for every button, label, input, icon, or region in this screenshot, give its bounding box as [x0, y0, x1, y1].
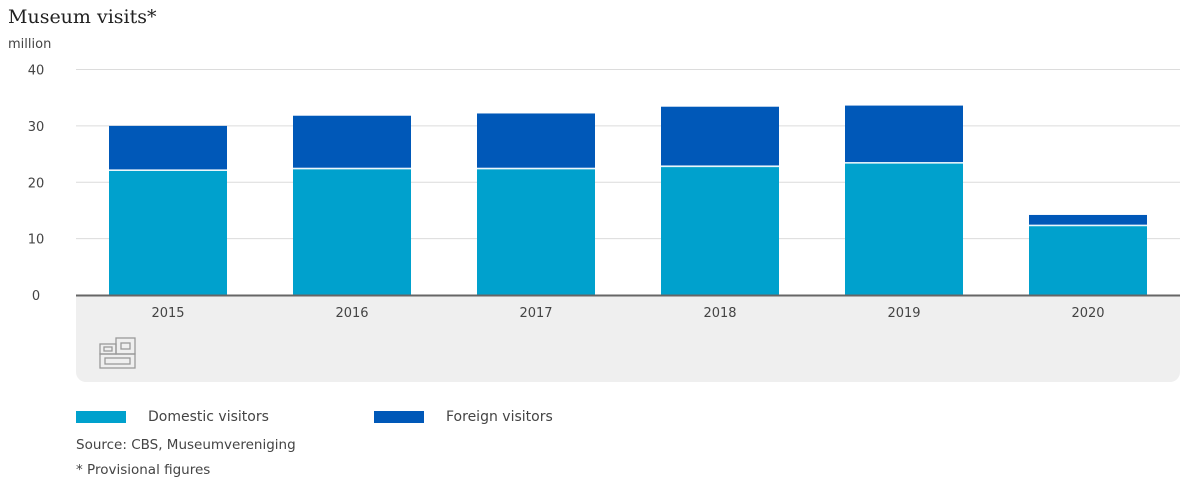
y-tick-label: 10 — [28, 233, 45, 248]
bar-foreign — [661, 106, 779, 166]
x-tick-label: 2015 — [151, 306, 184, 321]
legend-label: Foreign visitors — [446, 409, 553, 425]
bar-foreign — [477, 113, 595, 168]
legend-swatch — [374, 411, 424, 423]
chart: 0 10 20 30 40 2015 2016 2017 2018 2019 2020 — [28, 64, 1180, 382]
cbs-logo-icon — [99, 337, 136, 369]
legend-swatch — [76, 411, 126, 423]
bar-domestic — [293, 168, 411, 295]
y-tick-label: 20 — [28, 176, 45, 191]
y-tick-label: 40 — [28, 64, 45, 79]
y-tick-label: 30 — [28, 120, 45, 135]
footnote: * Provisional figures — [76, 462, 211, 478]
bar-domestic — [845, 163, 963, 295]
x-tick-label: 2020 — [1071, 306, 1104, 321]
y-tick-label: 0 — [32, 289, 40, 304]
x-tick-label: 2017 — [519, 306, 552, 321]
y-axis-unit: million — [8, 37, 52, 52]
bar-domestic — [1029, 225, 1147, 295]
bar-foreign — [109, 125, 227, 170]
x-tick-label: 2016 — [335, 306, 368, 321]
bar-domestic — [477, 168, 595, 295]
x-axis-panel — [76, 295, 1180, 382]
source-note: Source: CBS, Museumvereniging — [76, 437, 296, 453]
x-tick-label: 2018 — [703, 306, 736, 321]
legend-item-foreign: Foreign visitors — [374, 409, 553, 425]
legend-item-domestic: Domestic visitors — [76, 409, 269, 425]
bar-domestic — [109, 170, 227, 295]
legend-label: Domestic visitors — [148, 409, 269, 425]
bar-foreign — [1029, 214, 1147, 225]
bar-foreign — [293, 115, 411, 168]
x-tick-label: 2019 — [887, 306, 920, 321]
bar-foreign — [845, 105, 963, 163]
chart-title: Museum visits* — [8, 6, 157, 28]
bar-domestic — [661, 166, 779, 295]
